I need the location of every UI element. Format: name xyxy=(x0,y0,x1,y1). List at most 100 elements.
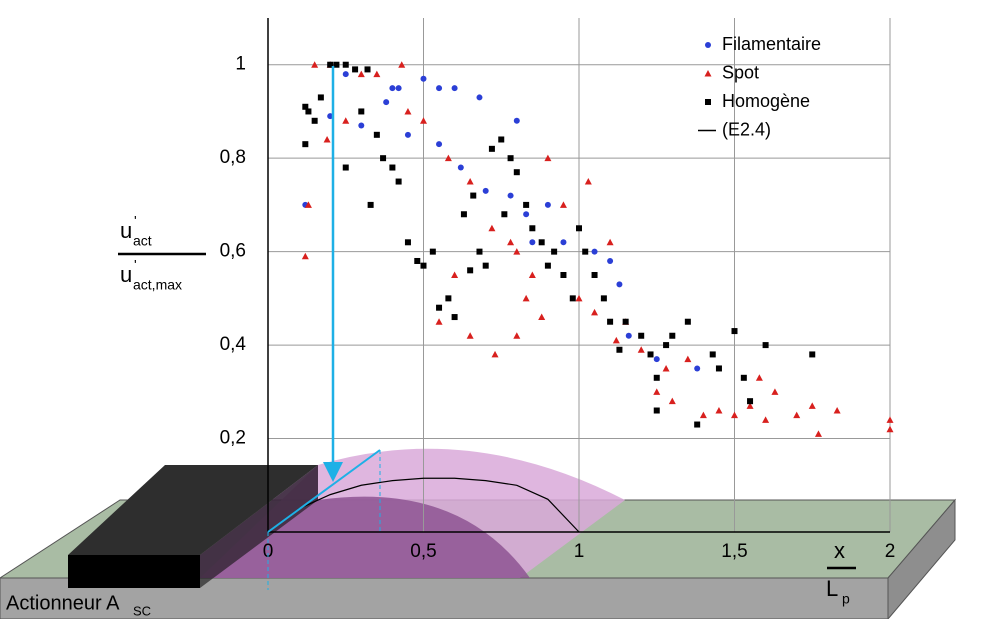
annotation-sub: SC xyxy=(133,603,151,618)
y-tick-label: 0,2 xyxy=(220,428,246,449)
point xyxy=(607,257,614,264)
point xyxy=(301,252,309,260)
point xyxy=(467,267,474,274)
point xyxy=(747,398,754,405)
point xyxy=(404,107,412,115)
point xyxy=(327,113,334,120)
point xyxy=(523,201,530,208)
point xyxy=(342,61,349,68)
point xyxy=(302,141,309,148)
y-label-base: u xyxy=(120,218,132,243)
point xyxy=(740,374,747,381)
point xyxy=(591,308,599,316)
y-label-base: u xyxy=(120,262,132,287)
point xyxy=(560,272,567,278)
point xyxy=(451,314,458,321)
point xyxy=(663,342,670,349)
point xyxy=(694,365,701,372)
x-label-num: x xyxy=(834,538,845,563)
point xyxy=(551,248,558,255)
point xyxy=(488,224,496,232)
point xyxy=(470,192,477,199)
point xyxy=(451,271,459,278)
point xyxy=(582,248,589,255)
point xyxy=(607,318,614,325)
actuator-top xyxy=(68,465,318,555)
point xyxy=(538,239,545,246)
point xyxy=(529,239,536,246)
x-tick-label: 1 xyxy=(574,541,585,562)
point xyxy=(528,271,536,278)
point xyxy=(793,411,801,419)
point xyxy=(584,178,592,185)
point xyxy=(715,407,723,414)
point xyxy=(352,66,359,73)
point xyxy=(544,262,551,269)
point xyxy=(653,374,660,381)
x-label: x L p xyxy=(826,538,856,607)
legend-label: Spot xyxy=(722,62,759,82)
point xyxy=(404,239,411,246)
point xyxy=(746,402,754,409)
point xyxy=(662,364,670,372)
point xyxy=(653,356,660,363)
point xyxy=(466,332,474,339)
guide xyxy=(267,449,381,533)
y-tick-label: 0,6 xyxy=(220,241,246,262)
point xyxy=(498,136,505,143)
y-label: u ' act u ' act,max xyxy=(118,213,206,293)
point xyxy=(482,262,489,269)
point xyxy=(833,407,841,414)
legend-marker xyxy=(705,42,711,48)
point xyxy=(342,71,349,78)
point xyxy=(457,164,464,171)
point xyxy=(435,318,443,325)
point xyxy=(653,388,661,395)
point xyxy=(444,154,452,162)
point xyxy=(809,351,816,358)
point xyxy=(311,117,318,124)
point xyxy=(653,407,660,414)
point xyxy=(522,294,530,302)
point xyxy=(436,304,443,311)
y-label-sup: ' xyxy=(134,213,137,229)
legend-label: Filamentaire xyxy=(722,34,821,54)
point xyxy=(538,313,546,321)
legend-marker xyxy=(704,70,712,77)
point xyxy=(398,61,406,68)
point xyxy=(488,145,495,152)
point xyxy=(317,94,324,101)
point xyxy=(731,328,738,335)
y-tick-label: 0,8 xyxy=(220,147,246,168)
point xyxy=(501,211,508,218)
point xyxy=(304,201,312,208)
point xyxy=(569,295,576,302)
point xyxy=(762,342,769,349)
legend-label: Homogène xyxy=(722,91,810,111)
point xyxy=(600,295,607,302)
point xyxy=(625,332,632,339)
point xyxy=(591,248,598,255)
point xyxy=(389,85,396,92)
point xyxy=(507,192,514,199)
point xyxy=(715,365,722,372)
point xyxy=(684,355,692,363)
point xyxy=(544,201,551,208)
point xyxy=(529,225,536,232)
point xyxy=(420,262,427,269)
point xyxy=(311,61,319,68)
point xyxy=(404,131,411,138)
point xyxy=(886,425,894,433)
point xyxy=(886,416,894,423)
plate-front xyxy=(0,577,889,619)
point xyxy=(559,201,567,208)
y-label-sub: act,max xyxy=(133,277,182,293)
point xyxy=(616,281,623,288)
point xyxy=(476,94,483,101)
point xyxy=(591,272,598,278)
plot-area: 0,2 0,4 0,6 0,8 1 0 0,5 1 1,5 2 Filamentaire Spot Ho… xyxy=(220,18,895,562)
point xyxy=(482,187,489,194)
point xyxy=(612,336,620,344)
curve xyxy=(267,477,580,533)
point xyxy=(380,155,387,162)
